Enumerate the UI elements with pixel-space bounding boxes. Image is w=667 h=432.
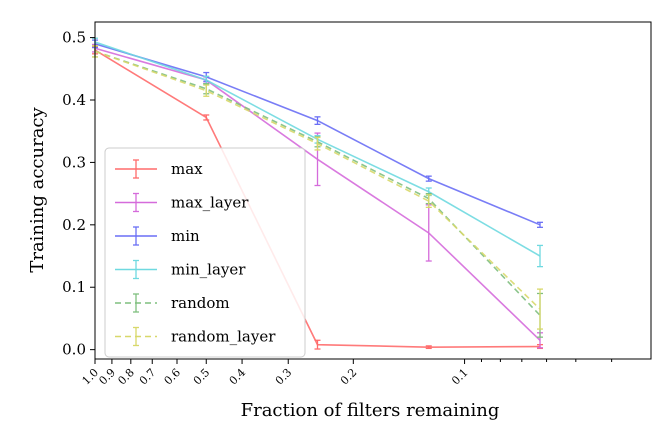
y-axis-label: Training accuracy <box>27 106 48 272</box>
y-tick-label: 0.5 <box>62 29 86 47</box>
x-tick-label: 0.9 <box>96 366 118 388</box>
plot-frame <box>94 21 652 360</box>
y-tick-label: 0.0 <box>62 341 86 359</box>
legend-label-min: min <box>171 227 200 245</box>
x-axis-label: Fraction of filters remaining <box>241 400 500 421</box>
x-tick-label: 0.1 <box>449 366 471 388</box>
legend-label-random: random <box>171 294 230 312</box>
series-group <box>92 37 544 350</box>
x-tick-label: 0.8 <box>115 366 137 388</box>
x-tick-label: 0.4 <box>227 366 249 388</box>
x-tick-label: 0.5 <box>191 366 213 388</box>
x-tick-label: 0.2 <box>338 366 360 388</box>
x-tick-label: 0.7 <box>137 366 159 388</box>
legend-label-max_layer: max_layer <box>171 194 249 212</box>
legend-label-min_layer: min_layer <box>171 261 246 279</box>
x-axis: 1.00.90.8 0.7 0.6 0.5 0.4 0.3 0.2 0.1 <box>80 359 613 388</box>
legend-box <box>104 147 306 358</box>
x-tick-label: 0.6 <box>162 366 184 388</box>
y-axis: 0.0 0.1 0.2 0.3 0.4 0.5 <box>62 29 95 359</box>
legend-label-max: max <box>171 160 203 178</box>
y-tick-label: 0.4 <box>62 91 86 109</box>
y-tick-label: 0.1 <box>62 278 86 296</box>
legend-label-random_layer: random_layer <box>171 328 276 346</box>
x-tick-label: 0.3 <box>273 366 295 388</box>
y-tick-label: 0.2 <box>62 216 86 234</box>
y-tick-label: 0.3 <box>62 153 86 171</box>
